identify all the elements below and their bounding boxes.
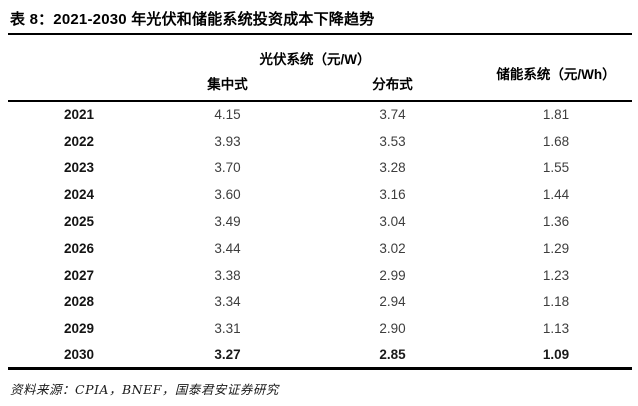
header-storage-system: 储能系统（元/Wh） [496,66,616,82]
storage-cell: 1.36 [542,214,570,230]
year-cell: 2027 [63,267,95,283]
header-centralized: 集中式 [207,76,248,92]
header-distributed: 分布式 [372,76,413,92]
centralized-cell: 3.27 [214,347,241,363]
storage-cell: 1.44 [542,187,570,203]
storage-cell: 1.18 [542,294,570,310]
cost-table: 光伏系统（元/W） 储能系统（元/Wh） 集中式 分布式 2021 4.15 3… [8,35,632,370]
year-column-header-empty [8,35,150,101]
year-cell: 2023 [63,160,95,176]
table-body: 2021 4.15 3.74 1.81 2022 3.93 3.53 1.68 … [8,101,632,369]
table-row: 2022 3.93 3.53 1.68 [8,128,632,155]
storage-cell: 1.23 [542,267,570,283]
distributed-cell: 3.74 [379,107,406,123]
centralized-cell: 3.70 [214,160,241,176]
storage-cell: 1.68 [542,133,570,149]
table-row: 2027 3.38 2.99 1.23 [8,262,632,289]
distributed-cell: 2.94 [379,294,406,310]
header-pv-system: 光伏系统（元/W） [259,52,371,67]
year-cell: 2021 [63,107,95,123]
table-title: 表 8：2021-2030 年光伏和储能系统投资成本下降趋势 [10,11,375,28]
centralized-cell: 3.44 [214,240,241,256]
centralized-cell: 3.93 [214,133,241,149]
distributed-cell: 3.16 [379,187,406,203]
distributed-cell: 3.02 [379,240,406,256]
table-row-final-year: 2030 3.27 2.85 1.09 [8,342,632,369]
table-row: 2023 3.70 3.28 1.55 [8,155,632,182]
header-row-subcolumns: 集中式 分布式 [8,71,632,101]
year-cell: 2028 [63,294,95,310]
distributed-cell: 3.53 [379,133,406,149]
centralized-cell: 3.60 [214,187,241,203]
year-cell: 2026 [63,240,95,256]
storage-cell: 1.13 [542,321,570,337]
storage-cell: 1.09 [542,347,570,363]
table-row: 2024 3.60 3.16 1.44 [8,181,632,208]
centralized-cell: 3.38 [214,267,241,283]
table-row: 2029 3.31 2.90 1.13 [8,315,632,342]
year-cell: 2030 [63,347,95,363]
source-footer: 资料来源：CPIA，BNEF，国泰君安证券研究 [10,379,630,399]
year-cell: 2029 [63,321,95,337]
storage-cell: 1.29 [542,240,570,256]
year-cell: 2022 [63,133,95,149]
source-text: 资料来源：CPIA，BNEF，国泰君安证券研究 [10,382,279,398]
table-title-bar: 表 8：2021-2030 年光伏和储能系统投资成本下降趋势 [8,0,632,35]
table-row: 2025 3.49 3.04 1.36 [8,208,632,235]
distributed-cell: 3.04 [379,214,406,230]
storage-cell: 1.81 [542,107,570,123]
centralized-cell: 3.34 [214,294,241,310]
table-row: 2026 3.44 3.02 1.29 [8,235,632,262]
storage-cell: 1.55 [542,160,570,176]
year-cell: 2024 [63,187,95,203]
centralized-cell: 3.31 [214,321,241,337]
centralized-cell: 4.15 [214,107,241,123]
centralized-cell: 3.49 [214,214,241,230]
header-row-groups: 光伏系统（元/W） 储能系统（元/Wh） [8,35,632,82]
distributed-cell: 3.28 [379,160,406,176]
distributed-cell: 2.85 [379,347,406,363]
year-cell: 2025 [63,214,95,230]
table-header: 光伏系统（元/W） 储能系统（元/Wh） 集中式 分布式 [8,35,632,101]
table-row: 2021 4.15 3.74 1.81 [8,101,632,128]
distributed-cell: 2.90 [379,321,406,337]
table-row: 2028 3.34 2.94 1.18 [8,289,632,316]
distributed-cell: 2.99 [379,267,406,283]
